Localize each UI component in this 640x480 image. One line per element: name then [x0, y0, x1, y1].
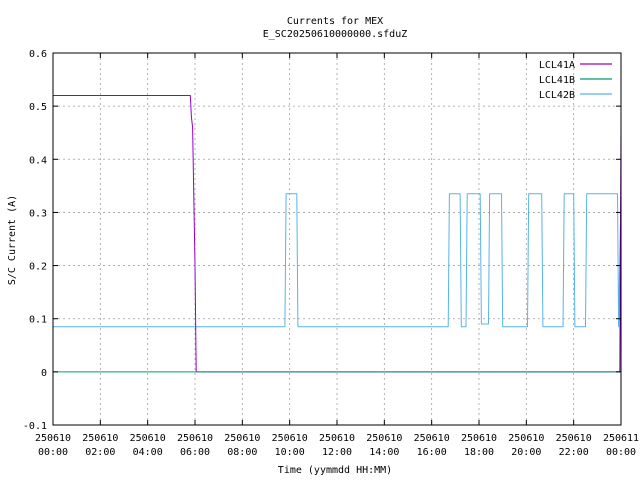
x-tick-date-label: 250610 [82, 433, 118, 444]
y-axis-label: S/C Current (A) [7, 195, 18, 285]
grid-layer [53, 53, 621, 425]
legend: LCL41A LCL41B LCL42B [539, 60, 612, 101]
x-tick-date-label: 250610 [508, 433, 544, 444]
x-tick-date-label: 250610 [130, 433, 166, 444]
x-tick-time-label: 22:00 [559, 447, 589, 458]
legend-label: LCL41B [539, 75, 575, 86]
series-line-lcl42b [53, 193, 622, 328]
x-tick-time-label: 00:00 [38, 447, 68, 458]
legend-label: LCL41A [539, 60, 575, 71]
x-tick-time-label: 10:00 [275, 447, 305, 458]
x-tick-time-label: 08:00 [227, 447, 257, 458]
x-tick-time-label: 00:00 [606, 447, 636, 458]
y-tick-label: 0.1 [29, 315, 47, 326]
y-tick-label: 0.6 [29, 49, 47, 60]
x-tick-date-label: 250611 [603, 433, 639, 444]
chart-title: Currents for MEX [287, 16, 383, 27]
x-tick-date-label: 250610 [556, 433, 592, 444]
x-tick-date-label: 250610 [272, 433, 308, 444]
tick-layer: -0.1 0 0.1 0.2 0.3 0.4 0.5 0.6 250610 00:00 250610… [23, 49, 639, 458]
x-tick-date-label: 250610 [177, 433, 213, 444]
x-tick-date-label: 250610 [224, 433, 260, 444]
y-tick-label: 0 [41, 368, 47, 379]
x-tick-time-label: 06:00 [180, 447, 210, 458]
x-tick-date-label: 250610 [35, 433, 71, 444]
x-tick-time-label: 12:00 [322, 447, 352, 458]
chart-subtitle: E_SC20250610000000.sfduZ [263, 29, 408, 40]
x-tick-time-label: 14:00 [369, 447, 399, 458]
x-tick-date-label: 250610 [461, 433, 497, 444]
x-tick-time-label: 02:00 [85, 447, 115, 458]
y-tick-label: -0.1 [23, 421, 47, 432]
y-tick-label: 0.5 [29, 102, 47, 113]
x-tick-time-label: 16:00 [417, 447, 447, 458]
x-tick-date-label: 250610 [319, 433, 355, 444]
legend-label: LCL42B [539, 90, 575, 101]
y-tick-label: 0.4 [29, 155, 47, 166]
y-tick-label: 0.2 [29, 262, 47, 273]
x-tick-date-label: 250610 [414, 433, 450, 444]
x-tick-time-label: 04:00 [133, 447, 163, 458]
y-tick-label: 0.3 [29, 208, 47, 219]
x-axis-label: Time (yymmdd HH:MM) [278, 465, 392, 476]
x-tick-time-label: 18:00 [464, 447, 494, 458]
x-tick-date-label: 250610 [366, 433, 402, 444]
x-tick-time-label: 20:00 [511, 447, 541, 458]
